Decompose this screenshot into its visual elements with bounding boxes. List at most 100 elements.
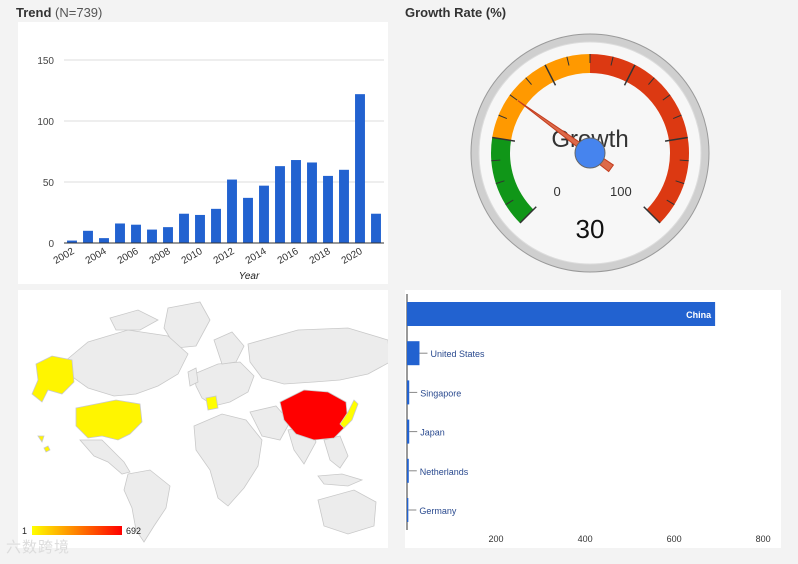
gauge-tick <box>672 114 682 120</box>
growth-gauge: 0100Growth30 <box>470 33 710 273</box>
bar-label: United States <box>430 349 485 359</box>
x-tick-label: 2004 <box>84 246 109 267</box>
gauge-band <box>491 137 534 224</box>
gauge-tick <box>544 64 557 86</box>
bar-united-states[interactable] <box>407 341 420 366</box>
bar-label: Singapore <box>420 388 461 398</box>
bar-label: Japan <box>420 428 445 438</box>
bar-china[interactable] <box>407 302 716 326</box>
map-region-southeast-asia[interactable] <box>323 435 349 469</box>
bar-2020[interactable] <box>355 94 365 243</box>
x-tick-label: 600 <box>667 534 682 544</box>
bar-2009[interactable] <box>179 213 189 243</box>
bar-2004[interactable] <box>99 238 109 243</box>
x-tick-label: 400 <box>578 534 593 544</box>
map-region-hawaii[interactable] <box>43 445 51 453</box>
gauge-tick <box>509 94 518 101</box>
bar-singapore[interactable] <box>407 380 410 405</box>
map-region-indonesia[interactable] <box>317 473 364 487</box>
bar-2016[interactable] <box>291 160 301 243</box>
y-tick-label: 100 <box>37 117 54 128</box>
bar-label: Germany <box>419 506 457 516</box>
x-tick-label: 800 <box>756 534 771 544</box>
bar-2003[interactable] <box>83 230 93 243</box>
bar-2019[interactable] <box>339 169 349 243</box>
gauge-tick <box>519 206 537 224</box>
map-region-china[interactable] <box>279 389 349 441</box>
country-bar-panel: China United States Singapore Japan Netherla… <box>405 290 781 548</box>
map-region-australia[interactable] <box>317 489 377 535</box>
gauge-tick <box>675 180 685 185</box>
map-region-middle-east[interactable] <box>249 405 291 441</box>
trend-title: Trend <box>16 5 52 20</box>
gauge-panel: 0100Growth30 <box>405 22 775 284</box>
map-region-uk[interactable] <box>187 367 199 387</box>
gauge-tick <box>679 159 689 162</box>
map-region-mexico-central-america[interactable] <box>79 439 131 475</box>
bar-2021[interactable] <box>371 213 381 243</box>
gauge-tick <box>610 56 614 66</box>
bar-2017[interactable] <box>307 162 317 243</box>
x-tick-label: 2014 <box>244 246 269 267</box>
bar-2014[interactable] <box>259 185 269 243</box>
gauge-tick <box>666 199 675 206</box>
map-region-africa[interactable] <box>193 413 263 507</box>
watermark: 六数跨境 <box>6 539 71 556</box>
bar-label: China <box>686 310 712 320</box>
bar-2012[interactable] <box>227 179 237 243</box>
bar-2006[interactable] <box>131 224 141 243</box>
x-tick-label: 2020 <box>340 246 365 267</box>
gauge-tick <box>648 77 655 85</box>
bar-2005[interactable] <box>115 223 125 243</box>
x-axis-title: Year <box>239 271 260 282</box>
map-region-europe[interactable] <box>193 361 255 407</box>
gauge-tick <box>491 159 501 162</box>
trend-heading: Trend (N=739) <box>16 5 102 20</box>
gauge-value: 30 <box>576 214 605 244</box>
map-region-arctic-islands[interactable] <box>109 309 159 331</box>
map-region-caribbean-us[interactable] <box>37 435 45 443</box>
bar-2002[interactable] <box>67 240 77 243</box>
bar-netherlands[interactable] <box>407 458 409 483</box>
bar-2010[interactable] <box>195 214 205 243</box>
x-tick-label: 2008 <box>148 246 173 267</box>
x-tick-label: 2016 <box>276 246 301 267</box>
gauge-tick <box>505 199 514 206</box>
gauge-tick <box>566 56 570 66</box>
bar-2013[interactable] <box>243 197 253 243</box>
map-region-greenland[interactable] <box>163 301 211 349</box>
gauge-tick <box>623 64 636 86</box>
map-legend-min: 1 <box>22 526 27 536</box>
gauge-tick <box>498 114 508 120</box>
gauge-tick <box>492 136 516 142</box>
x-tick-label: 2010 <box>180 246 205 267</box>
map-region-japan[interactable] <box>339 399 359 429</box>
bar-germany[interactable] <box>407 498 409 522</box>
bar-2011[interactable] <box>211 208 221 243</box>
map-region-netherlands[interactable] <box>205 395 219 411</box>
map-region-scandinavia[interactable] <box>213 331 245 365</box>
map-region-north-america-canada[interactable] <box>63 329 189 397</box>
map-region-russia-asia[interactable] <box>247 327 391 385</box>
gauge-max-label: 100 <box>610 184 632 199</box>
map-panel: 1 692 <box>18 290 391 548</box>
gauge-band <box>492 54 590 141</box>
map-region-usa[interactable] <box>75 399 143 441</box>
bar-japan[interactable] <box>407 419 410 444</box>
map-legend-bar <box>32 526 122 535</box>
trend-count: (N=739) <box>55 5 103 20</box>
world-map[interactable]: 1 692 <box>18 290 391 548</box>
bar-2015[interactable] <box>275 166 285 243</box>
x-tick-label: 2006 <box>116 246 141 267</box>
bar-2018[interactable] <box>323 175 333 243</box>
bar-2007[interactable] <box>147 229 157 243</box>
x-tick-label: 2002 <box>52 246 77 267</box>
y-tick-label: 50 <box>43 178 55 189</box>
gauge-band <box>590 54 689 224</box>
gauge-tick <box>525 77 532 85</box>
map-region-south-america[interactable] <box>123 469 171 543</box>
bar-2008[interactable] <box>163 227 173 243</box>
map-region-alaska[interactable] <box>31 355 75 403</box>
map-legend-max: 692 <box>126 526 141 536</box>
bar-label: Netherlands <box>420 467 469 477</box>
